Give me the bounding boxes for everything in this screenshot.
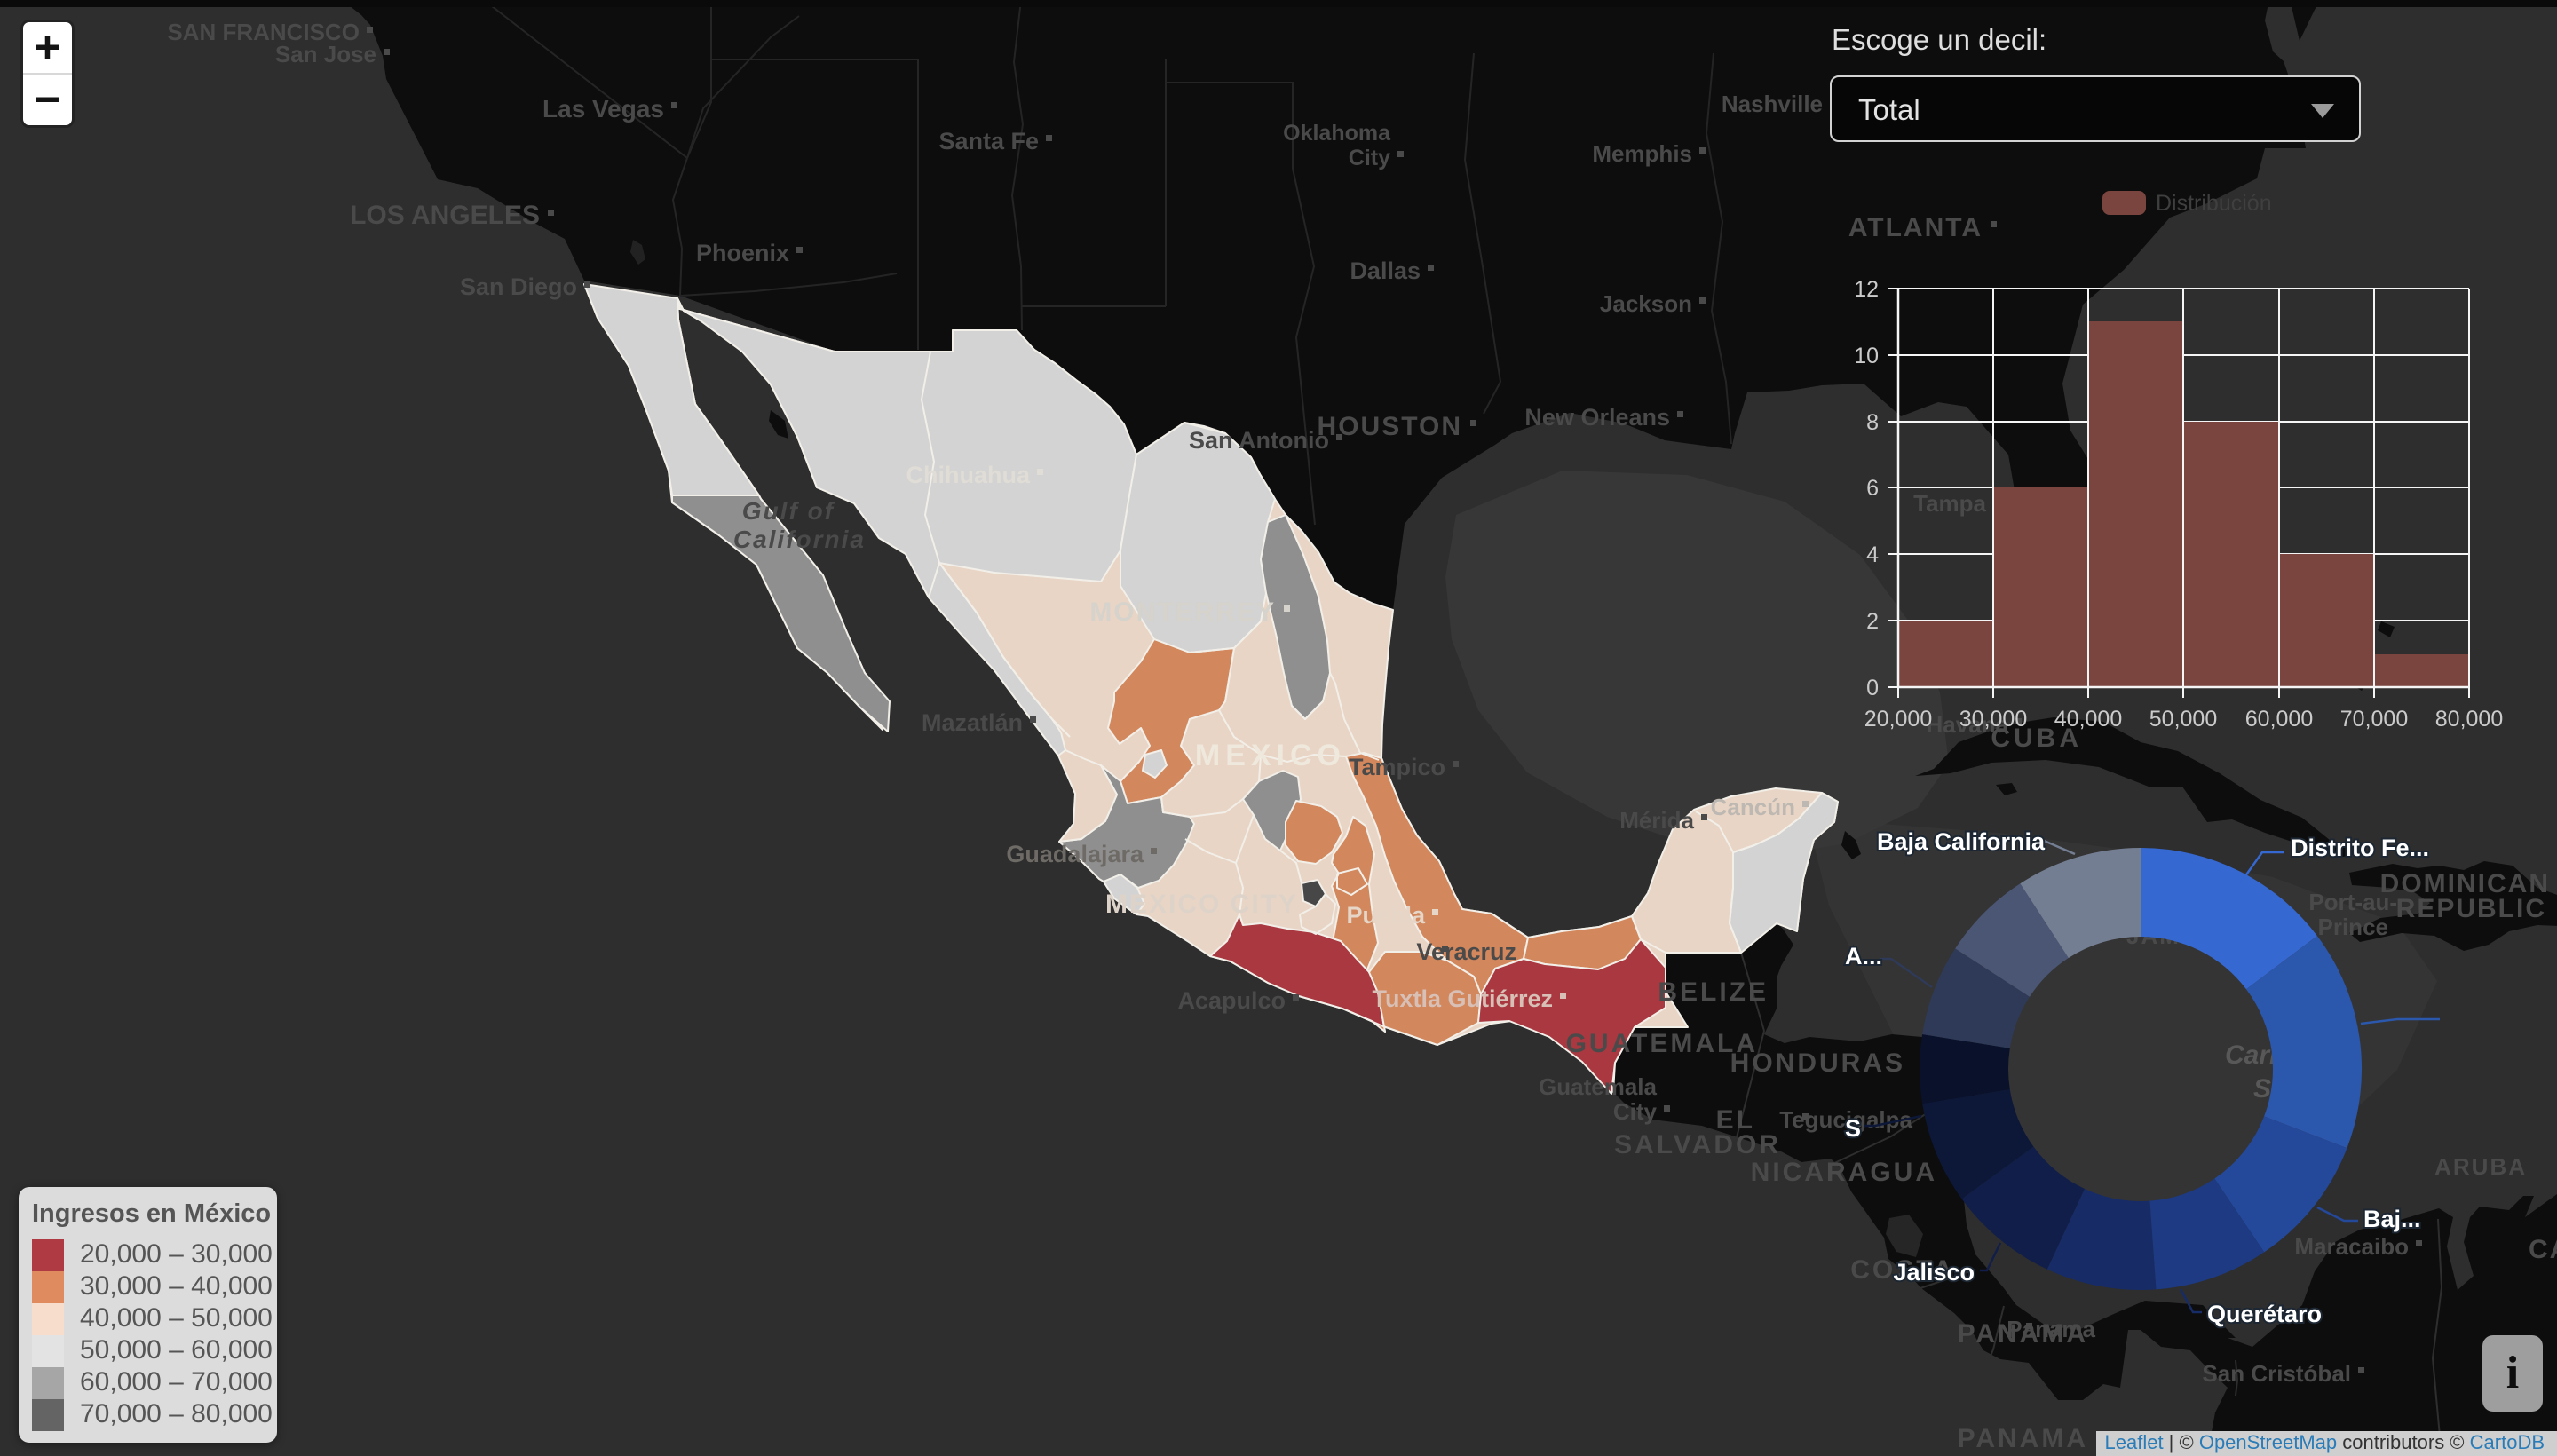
svg-text:ARUBA: ARUBA: [2434, 1153, 2527, 1180]
svg-text:50,000: 50,000: [2149, 707, 2217, 732]
svg-text:Tampa: Tampa: [1913, 490, 1986, 517]
svg-text:Jackson: Jackson: [1600, 290, 1692, 317]
svg-text:BELIZE: BELIZE: [1658, 977, 1769, 1007]
svg-text:SAN FRANCISCO: SAN FRANCISCO: [167, 19, 360, 45]
svg-text:70,000: 70,000: [2340, 707, 2408, 732]
svg-text:6: 6: [1866, 476, 1879, 501]
svg-text:40,000: 40,000: [2054, 707, 2122, 732]
svg-text:Las Vegas: Las Vegas: [542, 95, 664, 123]
svg-text:Tegucigalpa: Tegucigalpa: [1779, 1106, 1912, 1133]
svg-text:S: S: [2253, 1074, 2271, 1104]
svg-text:60,000: 60,000: [2245, 707, 2313, 732]
svg-text:LOS ANGELES: LOS ANGELES: [350, 201, 540, 230]
svg-text:Guatemala: Guatemala: [1539, 1073, 1657, 1100]
svg-text:Havana: Havana: [1927, 711, 2009, 738]
svg-text:Panama: Panama: [2007, 1316, 2095, 1342]
svg-text:New Orleans: New Orleans: [1524, 404, 1670, 431]
svg-text:San Diego: San Diego: [460, 273, 577, 300]
svg-text:NICARAGUA: NICARAGUA: [1751, 1158, 1937, 1187]
svg-text:Santa Fe: Santa Fe: [938, 128, 1039, 154]
svg-text:San Cristóbal: San Cristóbal: [2202, 1360, 2351, 1387]
svg-text:8: 8: [1866, 410, 1879, 435]
svg-text:10: 10: [1854, 344, 1879, 368]
svg-text:San Jose: San Jose: [275, 41, 376, 67]
svg-text:Jalisco: Jalisco: [1893, 1259, 1975, 1286]
svg-text:Distrito Fe...: Distrito Fe...: [2291, 835, 2429, 861]
svg-text:COSTA: COSTA: [1850, 1255, 1955, 1285]
svg-text:S: S: [1845, 1115, 1861, 1142]
svg-text:4: 4: [1866, 542, 1879, 567]
svg-text:SALVADOR: SALVADOR: [1614, 1130, 1781, 1159]
svg-text:City: City: [1613, 1098, 1658, 1125]
svg-text:Dallas: Dallas: [1350, 257, 1421, 284]
svg-text:30,000: 30,000: [1959, 707, 2027, 732]
svg-text:Cancún: Cancún: [1711, 794, 1795, 820]
svg-text:Memphis: Memphis: [1592, 140, 1692, 167]
svg-text:Oklahoma: Oklahoma: [1283, 121, 1391, 146]
svg-text:EL: EL: [1716, 1105, 1755, 1135]
svg-text:2: 2: [1866, 609, 1879, 634]
svg-text:San Antonio: San Antonio: [1189, 427, 1329, 454]
svg-text:PANAMA: PANAMA: [1958, 1319, 2088, 1349]
svg-text:Veracruz: Veracruz: [1416, 938, 1516, 965]
svg-text:HONDURAS: HONDURAS: [1730, 1048, 1905, 1078]
svg-text:Distribución: Distribución: [2156, 191, 2272, 216]
svg-text:Guadalajara: Guadalajara: [1006, 841, 1144, 867]
svg-text:Mazatlán: Mazatlán: [922, 709, 1023, 736]
svg-text:DOMINICAN: DOMINICAN: [2380, 869, 2550, 898]
svg-text:Maracaibo: Maracaibo: [2294, 1233, 2409, 1260]
svg-text:CUBA: CUBA: [1991, 724, 2082, 753]
svg-text:A...: A...: [1845, 943, 1882, 969]
svg-text:California: California: [733, 526, 866, 553]
svg-text:Port-au-: Port-au-: [2308, 889, 2397, 915]
svg-text:Querétaro: Querétaro: [2207, 1301, 2322, 1327]
svg-text:MONTERREY: MONTERREY: [1089, 597, 1276, 627]
svg-text:Baj...: Baj...: [2363, 1206, 2421, 1232]
svg-text:MEXICO: MEXICO: [1195, 739, 1346, 772]
svg-text:Puebla: Puebla: [1346, 902, 1426, 929]
svg-text:Cari: Cari: [2225, 1041, 2277, 1070]
svg-text:0: 0: [1866, 676, 1879, 700]
svg-text:Chihuahua: Chihuahua: [906, 462, 1031, 488]
svg-text:Nashville: Nashville: [1722, 91, 1823, 117]
svg-text:City: City: [1349, 146, 1390, 170]
svg-text:Acapulco: Acapulco: [1177, 987, 1286, 1014]
svg-text:Tuxtla Gutiérrez: Tuxtla Gutiérrez: [1372, 985, 1553, 1012]
svg-text:Gulf of: Gulf of: [742, 497, 835, 525]
svg-text:ATLANTA: ATLANTA: [1848, 213, 1983, 242]
svg-text:Tampico: Tampico: [1349, 754, 1445, 780]
svg-text:Prince: Prince: [2318, 914, 2389, 940]
svg-text:Phoenix: Phoenix: [696, 240, 789, 266]
svg-text:80,000: 80,000: [2435, 707, 2503, 732]
svg-text:GUATEMALA: GUATEMALA: [1566, 1029, 1758, 1058]
svg-text:MEXICO CITY: MEXICO CITY: [1105, 890, 1298, 919]
svg-text:CAR: CAR: [2529, 1235, 2557, 1264]
svg-text:Mérida: Mérida: [1619, 807, 1694, 834]
svg-text:12: 12: [1854, 277, 1879, 302]
svg-text:Baja California: Baja California: [1877, 828, 2046, 855]
svg-text:REPUBLIC: REPUBLIC: [2396, 894, 2546, 923]
svg-text:20,000: 20,000: [1864, 707, 1932, 732]
svg-text:PANAMA: PANAMA: [1958, 1424, 2088, 1453]
